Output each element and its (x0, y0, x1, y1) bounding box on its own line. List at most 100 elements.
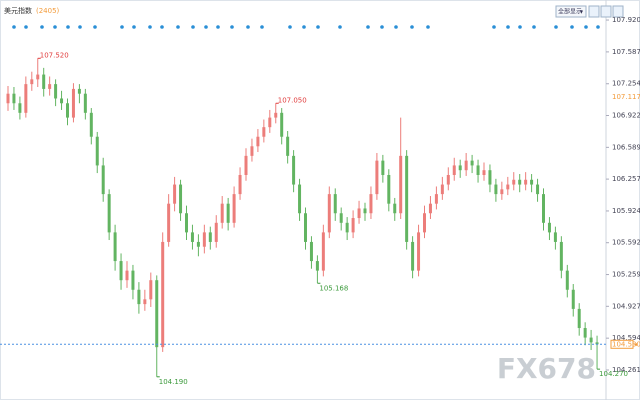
candle-body (440, 184, 444, 195)
tool-button[interactable] (612, 5, 624, 18)
candle-body (405, 155, 409, 242)
candle-body (280, 112, 284, 137)
y-tick-label: 107.587 (612, 48, 640, 56)
range-select[interactable] (555, 5, 587, 18)
candle-body (512, 179, 516, 185)
candle-body (95, 136, 99, 166)
candle-body (202, 232, 206, 247)
candle-body (476, 165, 480, 175)
candle-body (446, 174, 450, 185)
event-dot (66, 25, 70, 29)
candle-body (333, 194, 337, 214)
event-dot (532, 25, 536, 29)
candle-body (6, 93, 10, 104)
event-dot (366, 25, 370, 29)
candle-body (417, 232, 421, 271)
candle-body (66, 103, 69, 118)
annotation-label: 107.520 (40, 51, 69, 59)
event-dot (570, 25, 574, 29)
candle-body (244, 155, 248, 175)
annotation-label: 107.050 (278, 96, 307, 104)
candle-body (357, 208, 361, 219)
candle-body (208, 232, 212, 242)
candle-body (232, 194, 236, 223)
candle-body (571, 289, 575, 309)
candle-body (428, 203, 432, 214)
marker-label: 107.117 (612, 93, 640, 101)
tool-button[interactable] (600, 5, 612, 18)
candle-body (411, 241, 415, 271)
chart-subtitle: (2405) (36, 7, 60, 15)
event-dot (246, 25, 250, 29)
y-tick-label: 107.920 (612, 16, 640, 24)
candle-body (161, 241, 165, 348)
event-dot (176, 25, 180, 29)
candle-body (268, 117, 272, 128)
event-dot (584, 25, 588, 29)
candle-body (214, 222, 218, 242)
candle-body (113, 232, 117, 262)
candle-body (119, 261, 123, 281)
candle-body (298, 184, 302, 214)
event-dot (426, 25, 430, 29)
candle-body (553, 232, 557, 242)
annotation-label: 104.190 (159, 378, 188, 386)
candle-body (339, 213, 343, 223)
dropdown-arrow: ▾ (580, 9, 583, 16)
candle-body (101, 165, 105, 195)
event-dot (132, 25, 136, 29)
candle-body (589, 337, 593, 343)
candle-body (369, 194, 373, 214)
event-dot (216, 25, 220, 29)
candle-body (464, 160, 468, 171)
candle-body (577, 308, 581, 329)
candle-body (256, 136, 260, 147)
candle-body (220, 203, 224, 223)
y-tick-label: 106.922 (612, 111, 640, 119)
candle-body (185, 213, 188, 233)
candle-body (155, 280, 159, 348)
candle-body (345, 222, 349, 233)
event-dot (160, 25, 164, 29)
candle-body (18, 103, 22, 113)
event-dot (53, 25, 57, 29)
candle-body (179, 184, 183, 214)
candle-body (375, 160, 379, 195)
candle-body (30, 79, 34, 85)
candle-body (274, 112, 278, 118)
watermark: FX678 (497, 352, 596, 385)
event-dot (394, 25, 398, 29)
candle-body (77, 88, 81, 94)
candle-body (262, 127, 266, 137)
event-dot (24, 25, 28, 29)
candle-body (107, 194, 111, 233)
candle-body (196, 241, 200, 247)
last-price-label: 104.530 (612, 340, 640, 348)
event-dot (191, 25, 195, 29)
event-dot (410, 25, 414, 29)
candle-body (387, 174, 391, 204)
candle-body (530, 179, 534, 185)
last-price-box (610, 339, 634, 349)
candle-body (393, 203, 397, 214)
candle-body (423, 213, 426, 233)
y-tick-label: 105.924 (612, 207, 640, 215)
event-dot (316, 25, 320, 29)
candle-body (321, 232, 325, 271)
candle-body (542, 194, 545, 223)
candle-body (315, 261, 319, 271)
event-dot (120, 25, 124, 29)
y-tick-label: 105.592 (612, 239, 640, 247)
candle-body (482, 170, 486, 175)
candle-body (524, 179, 528, 185)
candle-body (60, 98, 64, 104)
candle-body (470, 160, 474, 166)
candle-body (149, 280, 153, 300)
event-dot (204, 25, 208, 29)
tool-button[interactable] (588, 5, 600, 18)
candle-body (434, 194, 438, 204)
candle-body (536, 184, 540, 195)
event-dot (518, 25, 522, 29)
event-dot (302, 25, 306, 29)
